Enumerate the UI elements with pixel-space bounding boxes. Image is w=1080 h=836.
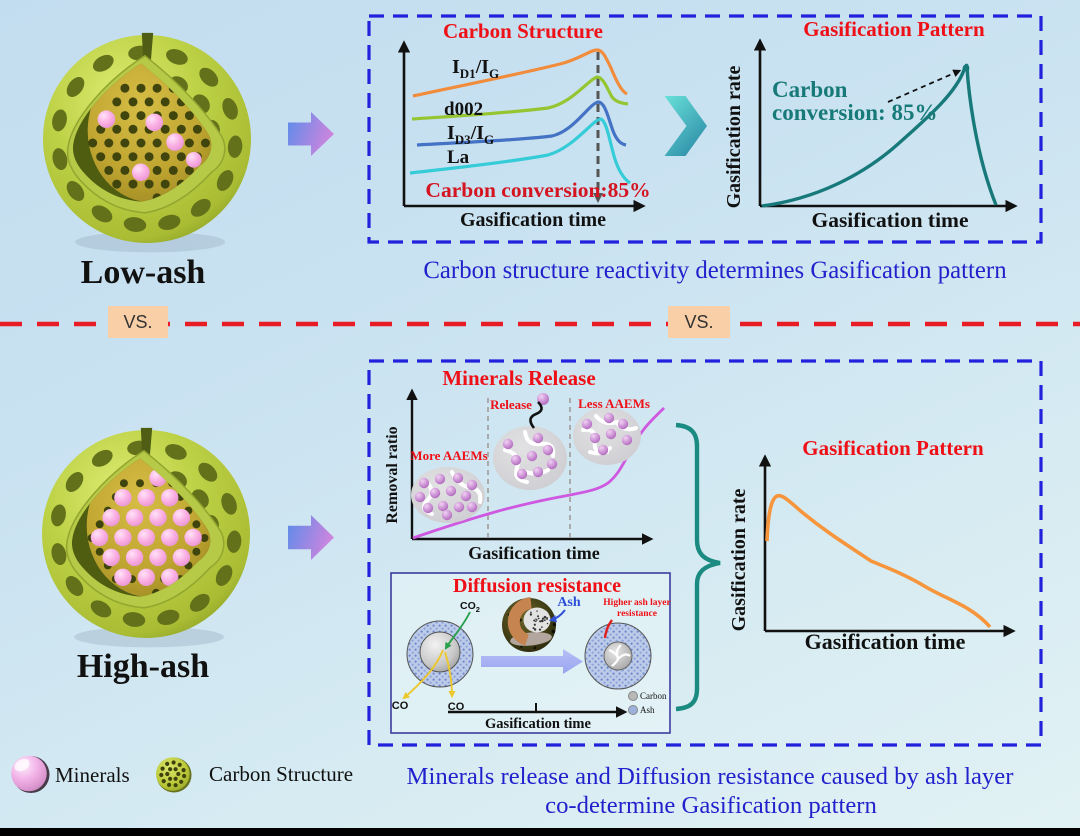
svg-text:VS.: VS. [684,312,713,332]
svg-text:Removal ratio: Removal ratio [384,426,401,523]
svg-text:CO: CO [448,701,465,713]
svg-text:Ash: Ash [640,705,655,715]
svg-text:Less AAEMs: Less AAEMs [578,396,650,411]
svg-text:Minerals Release: Minerals Release [442,366,595,390]
svg-text:CO2: CO2 [460,600,480,614]
svg-text:VS.: VS. [123,312,152,332]
svg-text:Diffusion resistance: Diffusion resistance [453,575,621,597]
svg-text:Carbon conversion:85%: Carbon conversion:85% [425,178,650,202]
svg-text:Carbon Structure: Carbon Structure [443,19,603,43]
svg-text:La: La [447,147,470,168]
svg-text:Gasification rate: Gasification rate [723,66,745,209]
svg-text:Carbon: Carbon [640,691,667,701]
svg-text:d002: d002 [444,99,483,120]
svg-text:Gasification Pattern: Gasification Pattern [802,436,984,460]
svg-text:co-determine Gasification patt: co-determine Gasification pattern [545,792,877,819]
svg-text:Carbon Structure: Carbon Structure [209,762,353,786]
svg-text:conversion: 85%: conversion: 85% [772,100,937,125]
svg-text:Release: Release [490,397,532,412]
svg-text:More AAEMs: More AAEMs [410,448,487,463]
svg-text:Carbon: Carbon [772,77,848,102]
svg-text:Low-ash: Low-ash [81,254,206,291]
svg-text:Ash: Ash [557,595,581,610]
svg-text:High-ash: High-ash [77,648,209,685]
svg-text:Minerals release and Diffusion: Minerals release and Diffusion resistanc… [407,763,1014,790]
svg-text:ID1/IG: ID1/IG [452,56,499,81]
svg-text:ID3/IG: ID3/IG [447,122,494,147]
svg-text:Gasification time: Gasification time [460,209,606,231]
svg-text:Gasification time: Gasification time [811,208,968,232]
svg-text:resistance: resistance [617,609,657,619]
svg-text:Gasification time: Gasification time [805,629,966,654]
svg-text:CO: CO [392,700,409,712]
svg-text:Gasification rate: Gasification rate [728,489,750,632]
svg-text:Carbon structure reactivity de: Carbon structure reactivity determines G… [423,257,1007,284]
svg-text:Higher ash layer: Higher ash layer [603,598,671,608]
svg-text:Minerals: Minerals [55,763,130,787]
svg-text:Gasification time: Gasification time [485,716,591,732]
svg-text:Gasification time: Gasification time [468,543,599,563]
svg-text:Gasification Pattern: Gasification Pattern [803,17,985,41]
